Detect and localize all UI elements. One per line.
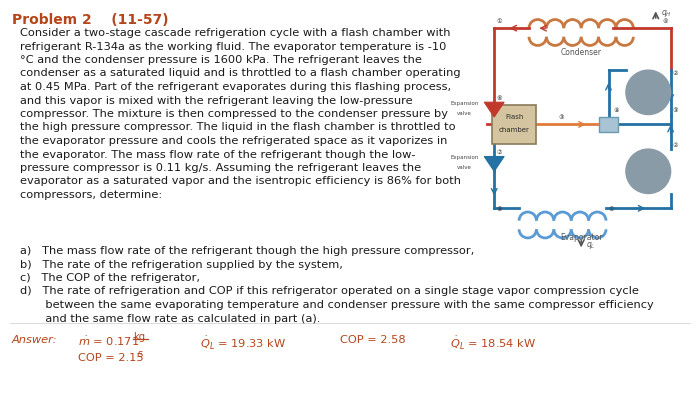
Text: pressure compressor is 0.11 kg/s. Assuming the refrigerant leaves the: pressure compressor is 0.11 kg/s. Assumi…: [20, 163, 421, 173]
Text: $\dot{Q}_L$ = 19.33 kW: $\dot{Q}_L$ = 19.33 kW: [200, 335, 286, 352]
Text: d)   The rate of refrigeration and COP if this refrigerator operated on a single: d) The rate of refrigeration and COP if …: [20, 287, 639, 297]
Text: ①: ①: [608, 207, 614, 212]
Text: High-pressure: High-pressure: [629, 84, 668, 88]
Text: compressor: compressor: [632, 172, 664, 177]
Text: chamber: chamber: [498, 127, 529, 133]
Text: Consider a two-stage cascade refrigeration cycle with a flash chamber with: Consider a two-stage cascade refrigerati…: [20, 28, 451, 38]
Text: Flash: Flash: [505, 115, 524, 121]
Text: ①: ①: [496, 19, 502, 24]
Text: ③: ③: [673, 108, 678, 113]
Text: ⑧: ⑧: [496, 207, 502, 212]
Text: °C and the condenser pressure is 1600 kPa. The refrigerant leaves the: °C and the condenser pressure is 1600 kP…: [20, 55, 422, 65]
Text: condenser as a saturated liquid and is throttled to a flash chamber operating: condenser as a saturated liquid and is t…: [20, 68, 461, 78]
Text: Condenser: Condenser: [561, 48, 602, 57]
Text: and the same flow rate as calculated in part (a).: and the same flow rate as calculated in …: [20, 314, 321, 324]
Text: the evaporator pressure and cools the refrigerated space as it vaporizes in: the evaporator pressure and cools the re…: [20, 136, 447, 146]
Text: ⑥: ⑥: [496, 96, 502, 101]
Text: valve: valve: [457, 111, 472, 115]
Text: Answer:: Answer:: [12, 335, 57, 345]
Text: ⑦: ⑦: [496, 150, 502, 155]
Text: compressors, determine:: compressors, determine:: [20, 190, 162, 200]
Text: refrigerant R-134a as the working fluid. The evaporator temperature is -10: refrigerant R-134a as the working fluid.…: [20, 41, 447, 51]
Polygon shape: [484, 156, 504, 171]
Circle shape: [626, 70, 671, 115]
Text: c)   The COP of the refrigerator,: c) The COP of the refrigerator,: [20, 273, 200, 283]
Text: b)   The rate of the refrigeration supplied by the system,: b) The rate of the refrigeration supplie…: [20, 259, 343, 269]
Text: evaporator as a saturated vapor and the isentropic efficiency is 86% for both: evaporator as a saturated vapor and the …: [20, 176, 461, 187]
Text: $q_L$: $q_L$: [586, 240, 596, 251]
Text: ②: ②: [673, 71, 678, 76]
Text: $q_H$: $q_H$: [661, 8, 671, 19]
Text: Evaporator: Evaporator: [560, 233, 603, 242]
Text: $\dot{Q}_L$ = 18.54 kW: $\dot{Q}_L$ = 18.54 kW: [450, 335, 536, 352]
Text: compressor. The mixture is then compressed to the condenser pressure by: compressor. The mixture is then compress…: [20, 109, 448, 119]
Text: Problem 2    (11-57): Problem 2 (11-57): [12, 13, 169, 27]
Text: a)   The mass flow rate of the refrigerant though the high pressure compressor,: a) The mass flow rate of the refrigerant…: [20, 246, 475, 256]
Text: COP = 2.58: COP = 2.58: [340, 335, 405, 345]
FancyBboxPatch shape: [491, 105, 536, 144]
Text: COP = 2.15: COP = 2.15: [78, 353, 144, 363]
Text: ③: ③: [559, 115, 564, 121]
Polygon shape: [484, 102, 504, 117]
Text: ④: ④: [663, 19, 668, 24]
Text: s: s: [137, 349, 142, 359]
Circle shape: [626, 149, 671, 193]
Text: ②: ②: [673, 142, 678, 148]
Text: kg: kg: [133, 332, 145, 342]
Text: Low-pressure: Low-pressure: [630, 162, 666, 168]
Text: Expansion: Expansion: [450, 155, 479, 160]
Text: $\dot{m}$ = 0.171: $\dot{m}$ = 0.171: [78, 335, 141, 348]
FancyBboxPatch shape: [598, 117, 619, 132]
Text: between the same evaporating temperature and condenser pressure with the same co: between the same evaporating temperature…: [20, 300, 654, 310]
Text: ⑨: ⑨: [613, 108, 619, 113]
Text: the evaporator. The mass flow rate of the refrigerant though the low-: the evaporator. The mass flow rate of th…: [20, 150, 416, 160]
Text: at 0.45 MPa. Part of the refrigerant evaporates during this flashing process,: at 0.45 MPa. Part of the refrigerant eva…: [20, 82, 451, 92]
Text: compressor: compressor: [632, 93, 664, 98]
Text: and this vapor is mixed with the refrigerant leaving the low-pressure: and this vapor is mixed with the refrige…: [20, 96, 412, 105]
Text: Expansion: Expansion: [450, 101, 479, 106]
Text: the high pressure compressor. The liquid in the flash chamber is throttled to: the high pressure compressor. The liquid…: [20, 123, 456, 133]
Text: valve: valve: [457, 165, 472, 170]
